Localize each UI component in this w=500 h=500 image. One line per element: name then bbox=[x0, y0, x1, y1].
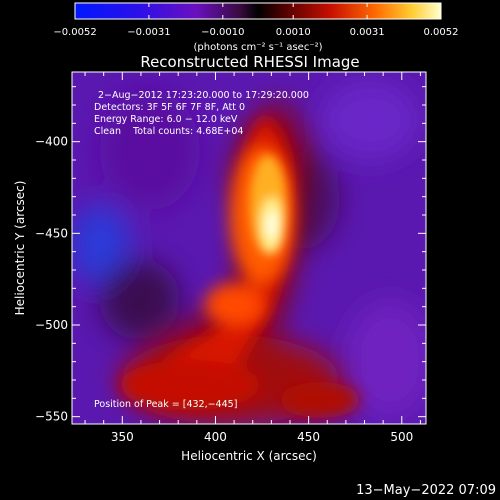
footer-timestamp: 13−May−2022 07:09 bbox=[356, 483, 496, 498]
colorbar-tick-label: −0.0010 bbox=[201, 27, 244, 38]
annotation-energy-range: Energy Range: 6.0 − 12.0 keV bbox=[94, 114, 238, 125]
colorbar-tick-label: 0.0052 bbox=[424, 27, 459, 38]
colorbar-gradient bbox=[75, 3, 441, 19]
colorbar-tick-label: 0.0010 bbox=[276, 27, 311, 38]
chart-title: Reconstructed RHESSI Image bbox=[140, 53, 359, 71]
annotation-clean-counts: Clean Total counts: 4.68E+04 bbox=[94, 126, 243, 137]
colorbar-unit-label: (photons cm⁻² s⁻¹ asec⁻²) bbox=[193, 42, 322, 53]
y-tick-label: −450 bbox=[35, 226, 68, 240]
plot-frame bbox=[71, 71, 427, 425]
annotation-peak-position: Position of Peak = [432,−445] bbox=[94, 399, 237, 410]
colorbar-tick-label: −0.0031 bbox=[127, 27, 170, 38]
colorbar-tick-label: 0.0031 bbox=[350, 27, 385, 38]
colorbar-tick-label: −0.0052 bbox=[53, 27, 96, 38]
colorbar-ticks: −0.0052 −0.0031 −0.0010 0.0010 0.0031 0.0052 bbox=[53, 3, 459, 38]
y-tick-label: −400 bbox=[35, 135, 68, 149]
y-axis-ticks: −400 −450 −500 −550 bbox=[35, 86, 426, 424]
x-axis-ticks: 350 400 450 500 bbox=[84, 72, 421, 444]
x-tick-label: 350 bbox=[111, 430, 134, 444]
annotation-time-range: 2−Aug−2012 17:23:20.000 to 17:29:20.000 bbox=[98, 90, 309, 101]
y-axis-label: Heliocentric Y (arcsec) bbox=[13, 181, 27, 316]
annotation-detectors: Detectors: 3F 5F 6F 7F 8F, Att 0 bbox=[94, 102, 245, 113]
heatmap-image bbox=[72, 72, 426, 424]
y-tick-label: −500 bbox=[35, 318, 68, 332]
x-tick-label: 450 bbox=[297, 430, 320, 444]
x-tick-label: 500 bbox=[390, 430, 413, 444]
annotation-block: 2−Aug−2012 17:23:20.000 to 17:29:20.000 … bbox=[94, 90, 309, 410]
x-axis-label: Heliocentric X (arcsec) bbox=[181, 449, 317, 463]
colorbar: −0.0052 −0.0031 −0.0010 0.0010 0.0031 0.0052 … bbox=[53, 2, 459, 53]
x-tick-label: 400 bbox=[204, 430, 227, 444]
y-tick-label: −550 bbox=[35, 410, 68, 424]
colorbar-frame bbox=[74, 2, 442, 20]
